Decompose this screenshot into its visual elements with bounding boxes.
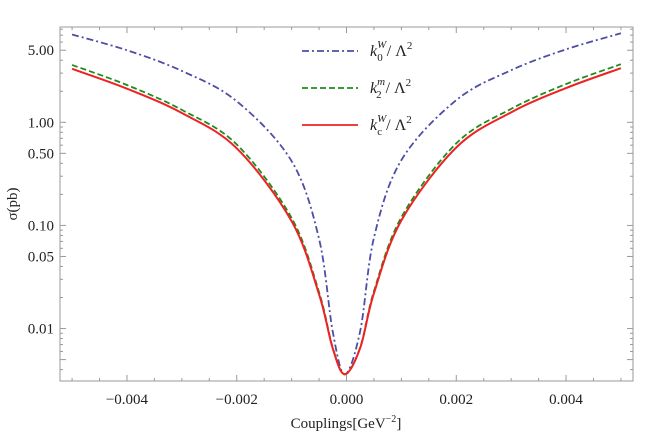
legend-label-label-sub: 2	[376, 89, 382, 101]
series-line-1	[71, 63, 622, 376]
x-tick-label: 0.000	[330, 392, 364, 408]
legend-label-label-sub: 0	[377, 52, 383, 64]
legend-label-label-tail: / Λ	[382, 80, 406, 97]
legend-label-label-sup: m	[377, 76, 385, 88]
x-tick-label: 0.004	[549, 392, 583, 408]
legend-label-label-tail_sup: 2	[406, 114, 412, 126]
curves	[71, 32, 622, 376]
legend-label-label-tail: / Λ	[382, 117, 406, 134]
x-tick-label: −0.002	[216, 392, 258, 408]
legend-label: kW c / Λ2	[370, 113, 412, 138]
x-axis-label: Couplings[GeV−2]	[291, 414, 402, 432]
x-tick-label: −0.004	[106, 392, 149, 408]
y-axis-label: σ(pb)	[5, 187, 21, 220]
axis-ticks	[60, 27, 633, 381]
legend-label-label-sup: W	[377, 113, 387, 125]
legend-label-label-main: k	[370, 43, 378, 60]
y-tick-label: 5.00	[28, 43, 54, 59]
x-tick-label: 0.002	[439, 392, 473, 408]
y-tick-label: 0.10	[28, 218, 54, 234]
legend-label-label-main: k	[370, 80, 378, 97]
series-line-0	[71, 32, 622, 376]
legend-label-label-main: k	[370, 117, 378, 134]
y-tick-label: 1.00	[28, 115, 54, 131]
series-line-2	[71, 67, 622, 376]
y-tick-label: 0.05	[28, 249, 54, 265]
legend-label: kW 0 / Λ2	[370, 39, 412, 64]
y-tick-label: 0.01	[28, 322, 54, 338]
plot-frame	[59, 26, 634, 382]
legend-label-label-tail_sup: 2	[406, 77, 412, 89]
legend-label: km 2 / Λ2	[370, 76, 411, 101]
x-tick-labels: −0.004 −0.002 0.000 0.002 0.004	[106, 392, 584, 408]
legend-label-label-tail: / Λ	[383, 43, 407, 60]
legend-label-label-tail_sup: 2	[407, 40, 413, 52]
y-tick-labels: 0.01 0.05 0.10 0.50 1.00 5.00	[28, 43, 54, 337]
legend-label-label-sub: c	[377, 126, 382, 138]
legend-label-label-sup: W	[377, 39, 387, 51]
y-tick-label: 0.50	[28, 146, 54, 162]
